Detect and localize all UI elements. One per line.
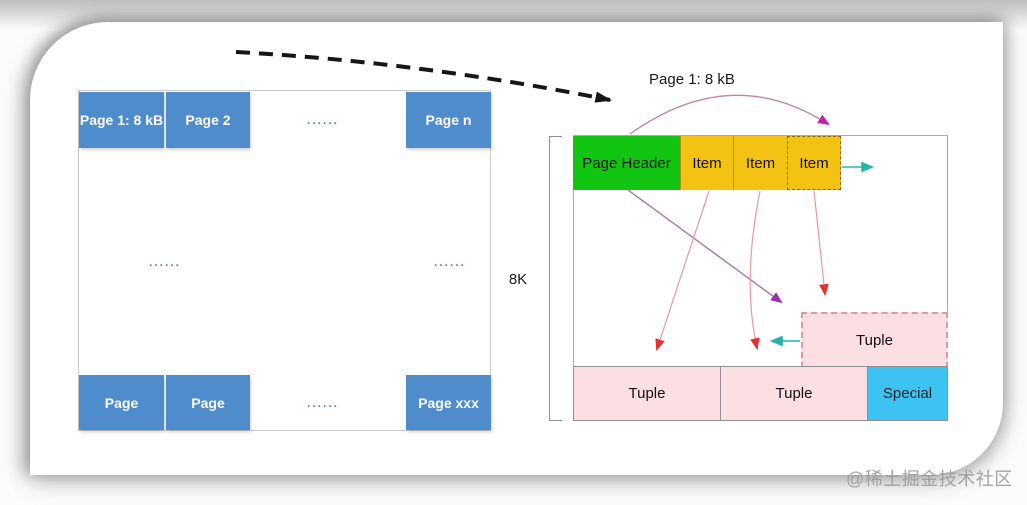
item-block-1: Item [680, 136, 733, 190]
8k-bracket [549, 136, 562, 421]
watermark: @稀土掘金技术社区 [846, 469, 1013, 489]
page-box-bottom-2: Page [166, 375, 250, 430]
middle-ellipsis-left: ...... [148, 255, 181, 269]
tuple-block-2: Tuple [720, 366, 868, 421]
top-row-ellipsis: ...... [306, 113, 339, 127]
special-block: Special [867, 366, 948, 421]
item-block-3: Item [787, 136, 841, 190]
page-box-2: Page 2 [166, 92, 250, 148]
page-box-1: Page 1: 8 kB [79, 92, 164, 148]
floating-tuple-block: Tuple [801, 312, 948, 368]
middle-ellipsis-right: ...... [433, 255, 466, 269]
page-header-block: Page Header [573, 136, 680, 190]
page-box-bottom-1: Page [79, 375, 164, 430]
8k-size-label: 8K [508, 270, 528, 288]
page-box-xxx: Page xxx [406, 375, 491, 430]
item-block-2: Item [733, 136, 787, 190]
page-size-caption: Page 1: 8 kB [649, 70, 735, 88]
bottom-row-ellipsis: ...... [306, 396, 339, 410]
page-box-n: Page n [406, 92, 491, 148]
tuple-block-1: Tuple [573, 366, 721, 421]
